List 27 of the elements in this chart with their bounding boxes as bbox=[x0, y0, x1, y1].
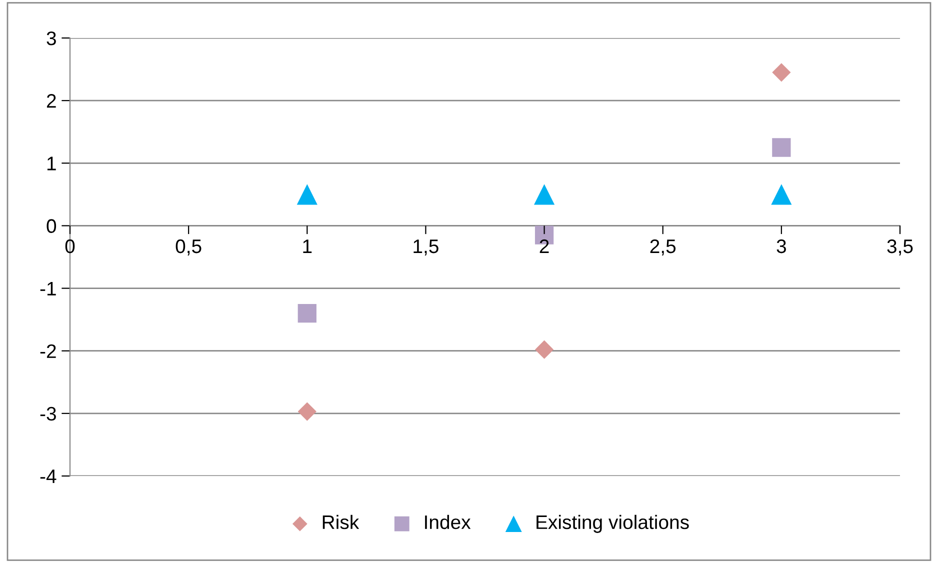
point bbox=[298, 402, 316, 421]
y-tick-label: -2 bbox=[40, 344, 56, 358]
x-tick-label: 3 bbox=[776, 239, 786, 254]
point bbox=[534, 184, 555, 205]
point bbox=[534, 340, 554, 359]
x-tick-label: 1,5 bbox=[414, 240, 438, 256]
x-tick-label: 2 bbox=[540, 239, 549, 253]
y-tick-label: 2 bbox=[46, 94, 56, 108]
point bbox=[772, 63, 791, 82]
x-tick-label: 3,5 bbox=[887, 239, 913, 256]
x-tick-label: 0 bbox=[65, 239, 75, 254]
point bbox=[771, 184, 792, 205]
legend-label: Existing violations bbox=[536, 514, 689, 533]
y-tick-label: 0 bbox=[46, 219, 56, 233]
y-tick-label: -3 bbox=[40, 406, 56, 421]
point bbox=[298, 304, 316, 323]
x-tick-label: 1 bbox=[303, 240, 312, 253]
legend-label: Index bbox=[425, 514, 471, 530]
x-tick-label: 2,5 bbox=[650, 239, 676, 256]
y-tick-label: -4 bbox=[40, 470, 56, 484]
point bbox=[296, 184, 318, 205]
y-tick-label: -1 bbox=[40, 282, 56, 296]
point bbox=[772, 138, 791, 157]
legend-label: Risk bbox=[322, 514, 360, 530]
y-tick-label: 1 bbox=[47, 156, 56, 170]
x-tick-label: 0,5 bbox=[176, 239, 202, 256]
y-tick-label: 3 bbox=[46, 31, 56, 46]
